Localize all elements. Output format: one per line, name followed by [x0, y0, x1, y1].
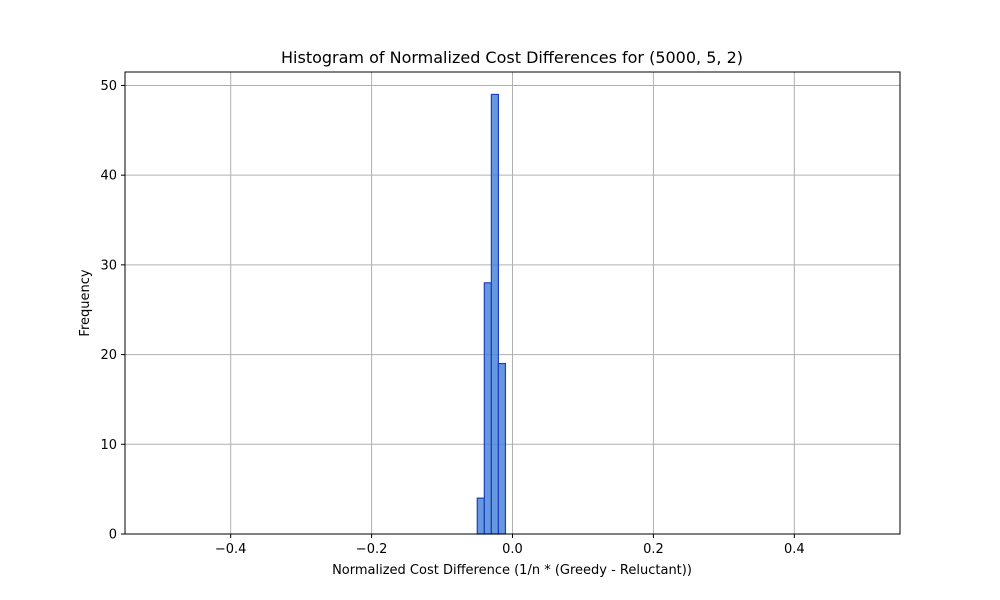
y-axis-label: Frequency — [78, 269, 93, 336]
x-tick-label: −0.2 — [356, 542, 388, 557]
y-tick-label: 10 — [100, 438, 117, 453]
chart-title: Histogram of Normalized Cost Differences… — [281, 48, 743, 67]
x-tick-label: 0.0 — [502, 542, 523, 557]
histogram-bar — [483, 282, 492, 535]
y-tick-label: 50 — [100, 79, 117, 94]
grid-layer — [125, 72, 900, 535]
y-tick-label: 30 — [100, 258, 117, 273]
histogram-bar — [490, 93, 500, 535]
x-tick-label: 0.4 — [784, 542, 805, 557]
histogram-bar — [476, 497, 485, 535]
x-tick-label: 0.2 — [643, 542, 664, 557]
histogram-bar — [497, 362, 507, 535]
y-tick-label: 40 — [100, 169, 117, 184]
ticks-layer: −0.4 −0.2 0.0 0.2 0.4 0 10 20 30 40 50 — [100, 79, 804, 557]
y-tick-label: 0 — [109, 528, 117, 543]
y-tick-label: 20 — [100, 348, 117, 363]
x-axis-label: Normalized Cost Difference (1/n * (Greed… — [332, 563, 692, 578]
x-tick-label: −0.4 — [215, 542, 247, 557]
